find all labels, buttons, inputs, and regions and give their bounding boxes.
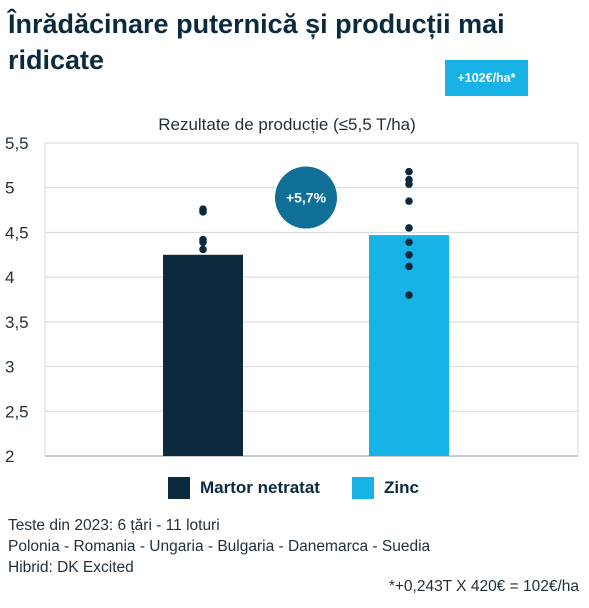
bar-zinc xyxy=(369,235,449,456)
data-point xyxy=(405,262,413,271)
data-point xyxy=(405,224,413,232)
data-point xyxy=(405,197,413,205)
data-point xyxy=(405,167,413,176)
bar-martor xyxy=(163,254,243,456)
data-point xyxy=(405,291,413,299)
y-tick-label: 3 xyxy=(5,358,14,377)
annotation: +5,7% xyxy=(275,166,337,229)
legend-item-zinc: Zinc xyxy=(351,477,419,499)
legend: Martor netratat Zinc xyxy=(168,477,451,499)
legend-label-martor: Martor netratat xyxy=(200,478,320,497)
growth-circle xyxy=(275,166,337,229)
data-point xyxy=(199,238,207,247)
legend-swatch-martor xyxy=(168,477,190,499)
legend-label-zinc: Zinc xyxy=(383,478,419,497)
footer-line-tests: Teste din 2023: 6 țări - 11 loturi xyxy=(8,517,220,534)
legend-item-martor: Martor netratat xyxy=(168,477,320,499)
data-point xyxy=(199,274,207,282)
footnote-formula: *+0,243T X 420€ = 102€/ha xyxy=(388,578,579,595)
y-tick-label: 5,5 xyxy=(5,134,29,153)
y-tick-label: 3,5 xyxy=(5,313,29,332)
bars xyxy=(163,235,449,456)
yield-chart: Rezultate de producție (≤5,5 T/ha) 2 2,5 3… xyxy=(5,115,579,466)
y-tick-label: 2 xyxy=(5,447,14,466)
y-tick-label: 4 xyxy=(5,268,14,287)
y-tick-label: 5 xyxy=(5,179,14,198)
data-point xyxy=(199,267,207,275)
data-point xyxy=(405,180,413,188)
page-title: Înrădăcinare puternică și producții mai … xyxy=(8,9,505,75)
data-point xyxy=(199,208,207,216)
data-point xyxy=(405,250,413,259)
footer-notes: Teste din 2023: 6 țări - 11 loturi Polon… xyxy=(8,515,430,578)
growth-label: +5,7% xyxy=(286,190,327,206)
footer-line-countries: Polonia - Romania - Ungaria - Bulgaria -… xyxy=(8,538,431,555)
value-badge: +102€/ha* xyxy=(445,60,528,96)
y-tick-label: 4,5 xyxy=(5,223,29,242)
data-point xyxy=(199,245,207,254)
chart-title: Rezultate de producție (≤5,5 T/ha) xyxy=(158,115,416,134)
legend-swatch-zinc xyxy=(351,477,374,499)
data-point xyxy=(199,297,207,306)
y-tick-label: 2,5 xyxy=(5,402,29,421)
data-point xyxy=(199,341,207,349)
data-points xyxy=(199,167,413,349)
footer-line-hybrid: Hibrid: DK Excited xyxy=(8,559,134,576)
data-point xyxy=(405,238,413,247)
